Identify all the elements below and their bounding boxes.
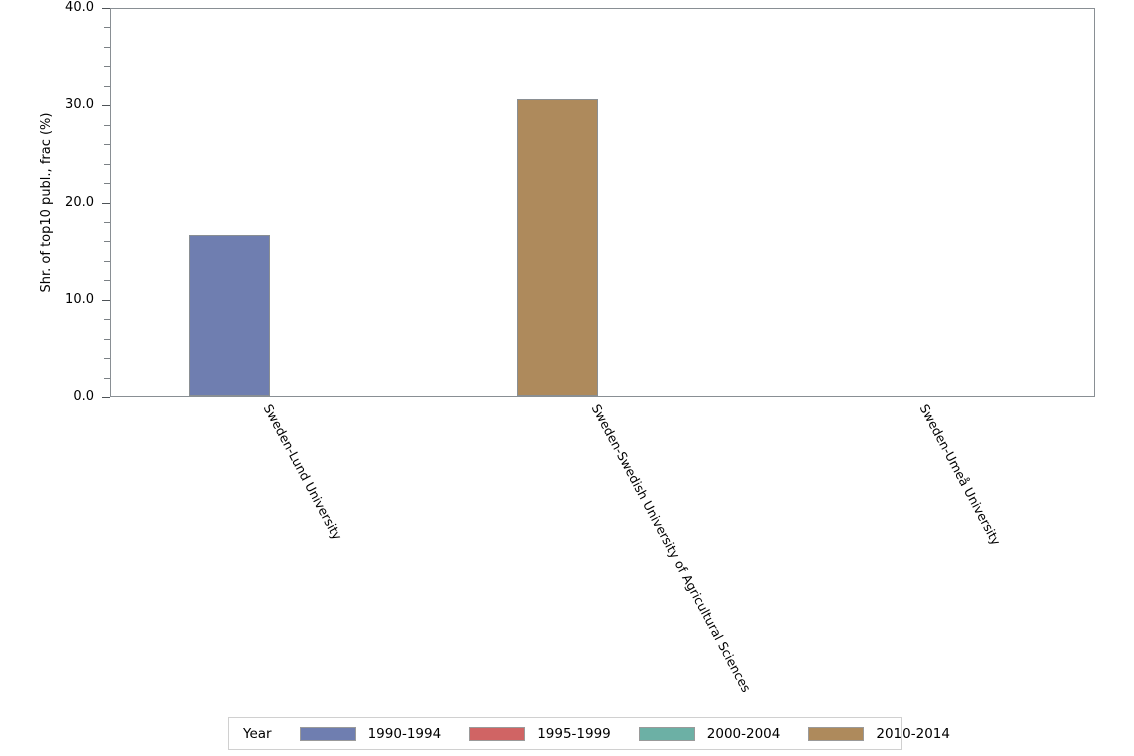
y-axis-minor-tick-mark bbox=[104, 221, 110, 223]
y-axis-minor-tick-mark bbox=[104, 66, 110, 68]
y-axis-tick-label: 30.0 bbox=[65, 97, 94, 113]
x-axis-tick-label: Sweden-Swedish University of Agricultura… bbox=[588, 401, 755, 695]
y-axis-tick-mark bbox=[102, 105, 110, 107]
legend-color-swatch bbox=[299, 726, 356, 741]
legend-color-swatch bbox=[638, 726, 695, 741]
y-axis-minor-tick-mark bbox=[104, 144, 110, 146]
y-axis-minor-tick-mark bbox=[104, 163, 110, 165]
y-axis-minor-tick-mark bbox=[104, 27, 110, 29]
y-axis-minor-tick-mark bbox=[104, 46, 110, 48]
legend-title: Year bbox=[243, 725, 272, 742]
y-axis-minor-tick-mark bbox=[104, 280, 110, 282]
legend-entry-label: 1995-1999 bbox=[537, 725, 611, 742]
y-axis-minor-tick-mark bbox=[104, 85, 110, 87]
y-axis-tick-mark bbox=[102, 202, 110, 204]
legend-entry[interactable]: 1990-1994 bbox=[299, 725, 442, 742]
legend-entry-label: 1990-1994 bbox=[367, 725, 442, 742]
x-axis-tick-label: Sweden-Umeå University bbox=[916, 401, 1005, 548]
legend-entry[interactable]: 2010-2014 bbox=[808, 726, 950, 742]
y-axis-minor-tick-mark bbox=[104, 358, 110, 360]
legend-entry-label: 2010-2014 bbox=[876, 725, 950, 742]
x-axis-tick-label: Sweden-Lund University bbox=[260, 401, 345, 543]
y-axis-minor-tick-mark bbox=[104, 338, 110, 340]
y-axis-tick-label: 40.0 bbox=[65, 0, 94, 15]
y-axis-tick-mark bbox=[102, 8, 110, 9]
legend-entry[interactable]: 2000-2004 bbox=[638, 725, 781, 742]
y-axis-minor-tick-mark bbox=[104, 241, 110, 243]
y-axis-minor-tick-mark bbox=[104, 124, 110, 126]
plot-area bbox=[110, 8, 1095, 397]
y-axis-tick-label: 10.0 bbox=[65, 291, 94, 307]
legend: Year 1990-1994 1995-1999 2000-2004 2010-201… bbox=[228, 717, 950, 750]
legend-entry[interactable]: 1995-1999 bbox=[469, 726, 611, 742]
y-axis-tick-mark bbox=[102, 299, 110, 301]
bar bbox=[188, 234, 270, 396]
y-axis-minor-tick-mark bbox=[104, 183, 110, 185]
bar bbox=[517, 99, 598, 396]
y-axis-minor-tick-mark bbox=[104, 319, 110, 321]
legend-color-swatch bbox=[808, 726, 865, 741]
legend-entries: 1990-1994 1995-1999 2000-2004 2010-2014 bbox=[299, 725, 978, 742]
y-axis-tick-mark bbox=[102, 397, 110, 398]
legend-color-swatch bbox=[469, 726, 526, 741]
y-axis-minor-tick-mark bbox=[104, 260, 110, 262]
y-axis-minor-tick-mark bbox=[104, 377, 110, 379]
y-axis-tick-label: 20.0 bbox=[65, 194, 94, 210]
y-axis-tick-label: 0.0 bbox=[73, 389, 94, 404]
legend-entry-label: 2000-2004 bbox=[706, 725, 781, 742]
